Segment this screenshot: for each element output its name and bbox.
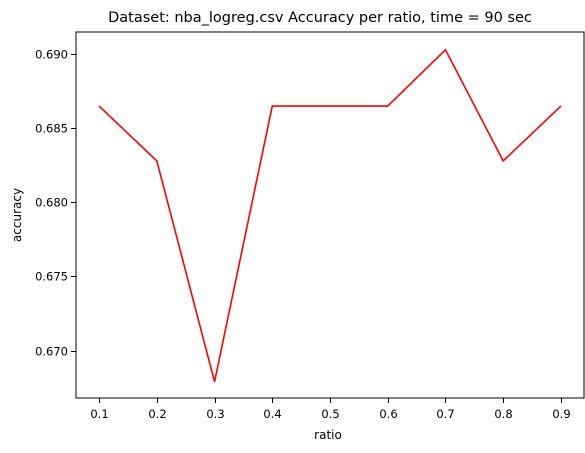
x-tick-label: 0.6 xyxy=(379,407,397,421)
x-axis: 0.1 0.2 0.3 0.4 0.5 0.6 0.7 0.8 0.9 xyxy=(90,398,571,421)
axes-frame xyxy=(75,31,585,399)
plot-area xyxy=(75,31,585,399)
accuracy-line xyxy=(98,48,562,382)
y-axis: 0.670 0.675 0.680 0.685 0.690 xyxy=(35,48,76,359)
y-axis-label: accuracy xyxy=(10,188,24,242)
series-layer xyxy=(98,48,562,382)
y-tick-label: 0.685 xyxy=(35,122,68,136)
x-tick-label: 0.4 xyxy=(263,407,281,421)
x-tick-label: 0.9 xyxy=(552,407,570,421)
x-tick-label: 0.5 xyxy=(321,407,339,421)
x-tick-label: 0.8 xyxy=(494,407,512,421)
y-tick-label: 0.680 xyxy=(35,196,68,210)
x-tick-label: 0.1 xyxy=(90,407,108,421)
y-tick-label: 0.675 xyxy=(35,270,68,284)
y-tick-label: 0.670 xyxy=(35,345,68,359)
x-tick-label: 0.2 xyxy=(148,407,166,421)
x-tick-label: 0.3 xyxy=(206,407,224,421)
x-axis-label: ratio xyxy=(314,428,342,442)
chart-title: Dataset: nba_logreg.csv Accuracy per rat… xyxy=(108,10,532,26)
y-tick-label: 0.690 xyxy=(35,48,68,62)
x-tick-label: 0.7 xyxy=(436,407,454,421)
